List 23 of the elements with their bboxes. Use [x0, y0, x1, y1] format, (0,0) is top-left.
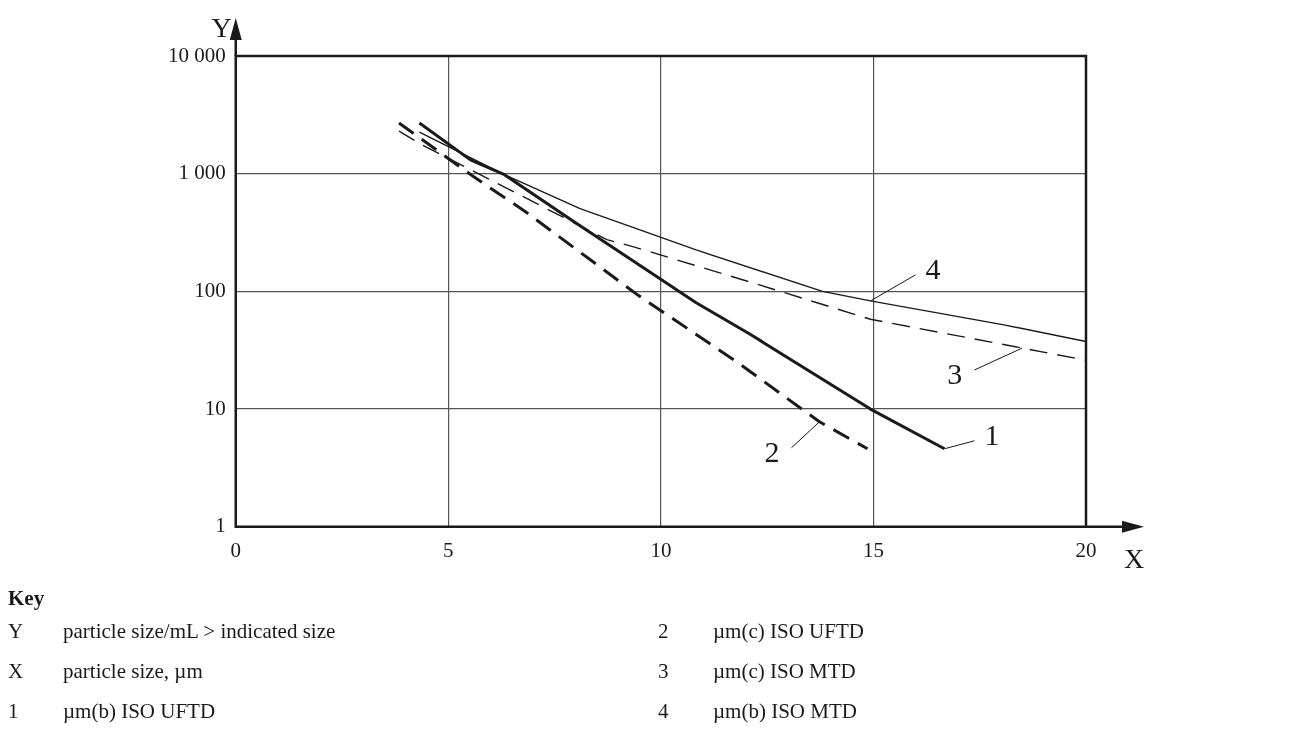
- y-tick-label: 100: [194, 277, 226, 302]
- series-label: 2: [764, 434, 780, 468]
- y-axis-title: Y: [211, 12, 232, 44]
- x-tick-label: 15: [862, 537, 884, 562]
- y-tick-label: 1 000: [178, 160, 226, 185]
- legend-label: 1: [984, 417, 1000, 451]
- x-tick-label: 20: [1075, 537, 1097, 562]
- text: Key: [8, 586, 46, 611]
- text: X particle size, µm: [8, 659, 203, 683]
- y-tick-label: 1: [215, 513, 226, 538]
- text: 1 µm(b) ISO UFTD: [8, 699, 216, 723]
- x-axis-title: X: [1124, 543, 1145, 575]
- y-tick-label: 10: [204, 395, 226, 420]
- x-tick-label: 10: [650, 537, 672, 562]
- text: 2 µm(c) ISO UFTD: [658, 619, 864, 643]
- text: 3 µm(c) ISO MTD: [658, 659, 856, 683]
- x-tick-label: 0: [230, 537, 241, 562]
- y-tick-label: 10 000: [168, 42, 226, 67]
- x-tick-label: 5: [443, 537, 454, 562]
- text: Y particle size/mL > indicated size: [8, 619, 336, 643]
- series-label: 3: [947, 356, 963, 390]
- text: 4 µm(b) ISO MTD: [658, 699, 857, 723]
- legend-label: 4: [925, 251, 941, 285]
